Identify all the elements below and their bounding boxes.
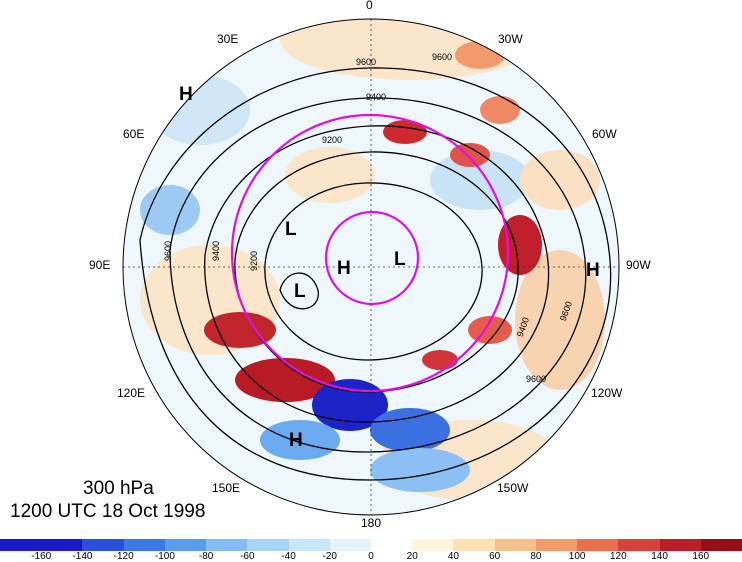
anomaly-blob xyxy=(480,96,520,124)
colorbar-tick-label: -60 xyxy=(240,551,255,562)
contour-line xyxy=(234,151,519,393)
colorbar-cell xyxy=(41,539,83,551)
magenta-inner-circle xyxy=(324,210,420,306)
colorbar-cell xyxy=(700,539,742,551)
anomaly-blob xyxy=(520,150,600,210)
colorbar-cell xyxy=(0,539,42,551)
anomaly-blob xyxy=(430,150,530,210)
colorbar-cell xyxy=(247,539,289,551)
contour-label: 9200 xyxy=(322,135,343,145)
colorbar-cell xyxy=(577,539,619,551)
colorbar-tick-label: 140 xyxy=(651,551,668,562)
anomaly-blob xyxy=(450,143,490,167)
lon-label-90w: 90W xyxy=(626,258,651,272)
contour-line xyxy=(279,272,319,310)
colorbar-cell xyxy=(453,539,495,551)
low-marker-west: L xyxy=(294,281,306,302)
anomaly-blob xyxy=(150,75,250,145)
geopotential-contours xyxy=(139,67,612,481)
lon-label-120w: 120W xyxy=(591,386,623,400)
anomaly-shading xyxy=(140,19,605,500)
contour-line xyxy=(169,97,587,453)
anomaly-blob xyxy=(422,350,458,370)
high-marker-nw: H xyxy=(179,84,193,105)
colorbar-tick-label: -20 xyxy=(322,551,337,562)
map-border xyxy=(122,18,620,516)
colorbar-cell xyxy=(659,539,701,551)
contour-line xyxy=(264,182,483,361)
anomaly-blob xyxy=(370,448,470,492)
colorbar-cell xyxy=(494,539,536,551)
colorbar-tick-label: -140 xyxy=(72,551,93,562)
colorbar-tick-label: 20 xyxy=(406,551,418,562)
lon-label-60e: 60E xyxy=(123,127,145,141)
lon-label-150e: 150E xyxy=(212,481,241,495)
anomaly-blob xyxy=(235,358,335,402)
high-marker-center: H xyxy=(337,258,351,279)
lon-label-180: 180 xyxy=(361,516,382,530)
pressure-level-title: 300 hPa xyxy=(83,478,154,499)
colorbar-tick-label: 0 xyxy=(368,551,374,562)
high-marker-south: H xyxy=(289,430,303,451)
colorbar-tick-label: -40 xyxy=(281,551,296,562)
colorbar-tick-label: 160 xyxy=(692,551,710,562)
datetime-title: 1200 UTC 18 Oct 1998 xyxy=(10,501,206,522)
lon-label-0: 0 xyxy=(366,0,373,12)
lon-label-30e: 30E xyxy=(217,32,239,46)
lon-label-30w: 30W xyxy=(498,32,523,46)
lon-label-90e: 90E xyxy=(89,258,111,272)
colorbar-cell xyxy=(206,539,248,551)
colorbar-tick-label: -160 xyxy=(31,551,52,562)
colorbar-cell xyxy=(412,539,454,551)
contour-label: 9600 xyxy=(356,57,377,67)
contour-label: 9400 xyxy=(211,240,222,262)
low-marker-inner-right: L xyxy=(394,249,406,270)
colorbar-cell xyxy=(288,539,330,551)
colorbar-cell xyxy=(370,539,413,551)
anomaly-blob xyxy=(515,250,605,390)
anomaly-blob xyxy=(498,215,542,275)
colorbar-cell xyxy=(164,539,207,551)
lon-label-60w: 60W xyxy=(592,127,617,141)
anomaly-blob xyxy=(260,420,340,460)
lon-label-150w: 150W xyxy=(497,481,529,495)
contour-label: 9400 xyxy=(366,92,387,102)
colorbar-cell xyxy=(329,539,371,551)
contour-label: 9200 xyxy=(249,250,260,272)
colorbar-tick-label: -100 xyxy=(154,551,175,562)
colorbar-tick-label: 100 xyxy=(568,551,586,562)
colorbar-tick-label: 120 xyxy=(609,551,627,562)
contour-label: 9600 xyxy=(163,240,174,262)
magenta-outer-circle xyxy=(230,113,510,393)
colorbar-tick-label: -120 xyxy=(113,551,134,562)
anomaly-blob xyxy=(285,147,375,203)
colorbar-cell xyxy=(618,539,660,551)
contour-line xyxy=(204,125,550,423)
contour-line xyxy=(139,67,612,481)
colorbar-cell xyxy=(535,539,578,551)
colorbar-tick-label: 80 xyxy=(530,551,542,562)
colorbar-cell xyxy=(82,539,124,551)
high-marker-east: H xyxy=(586,260,600,281)
low-marker-center: L xyxy=(285,219,297,240)
colorbar-tick-label: -80 xyxy=(198,551,214,562)
contour-label: 9600 xyxy=(432,52,453,62)
colorbar-tick-label: 60 xyxy=(489,551,501,562)
anomaly-blob xyxy=(370,408,450,452)
colorbar xyxy=(0,539,742,551)
colorbar-cell xyxy=(123,539,165,551)
lon-label-120e: 120E xyxy=(117,386,146,400)
contour-label: 9600 xyxy=(526,374,547,384)
colorbar-tick-label: 40 xyxy=(447,551,459,562)
